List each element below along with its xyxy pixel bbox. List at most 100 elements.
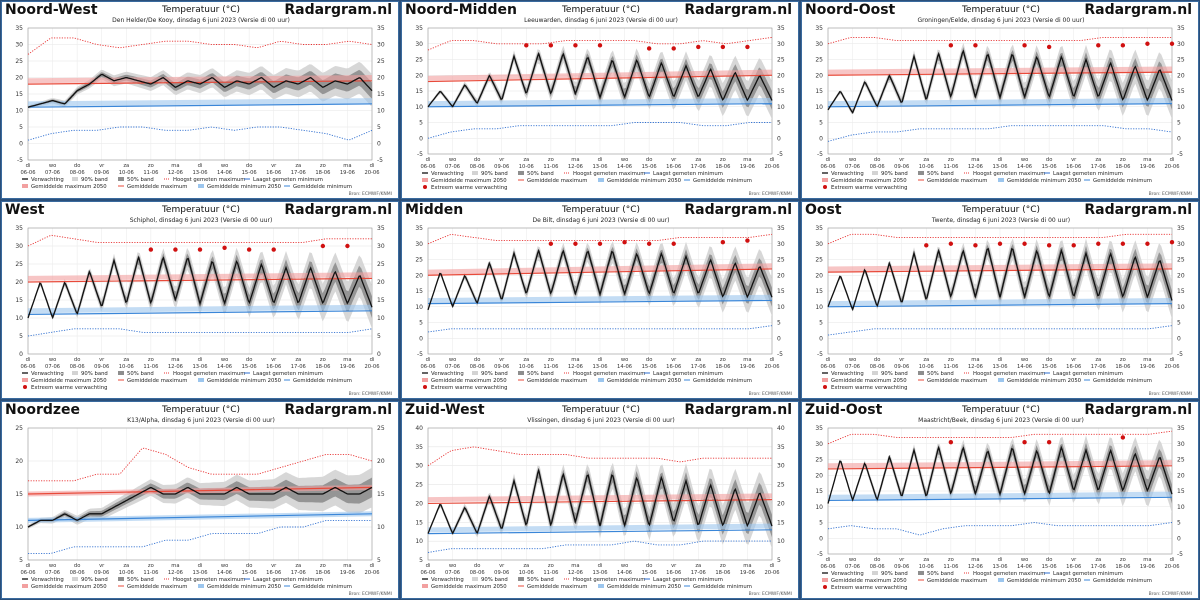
x-tick-date: 10-06 — [919, 164, 934, 170]
extreme-point — [548, 241, 554, 246]
forecast-line — [27, 486, 373, 528]
extreme-point — [1120, 241, 1126, 246]
x-tick-date: 16-06 — [666, 364, 681, 370]
plot-frame — [427, 427, 773, 561]
x-tick-day: do — [474, 157, 480, 163]
legend-label: 50% band — [127, 577, 154, 583]
y-tick-label-right: 15 — [777, 88, 785, 95]
legend-label: 90% band — [881, 571, 908, 577]
legend-swatch — [598, 178, 604, 182]
chart-title: Temperatuur (°C) — [961, 205, 1041, 215]
x-tick-date: 15-06 — [1042, 364, 1057, 370]
brand-logo-text: Radargram.nl — [1084, 202, 1192, 218]
extreme-point — [696, 44, 701, 50]
extreme-point — [345, 243, 350, 249]
y-tick-label-right: 10 — [1177, 104, 1185, 111]
x-tick-day: wo — [1021, 157, 1028, 163]
y-tick-label-left: 5 — [419, 120, 423, 127]
region-title: Noord-Oost — [805, 2, 896, 18]
extreme-point — [1145, 41, 1150, 46]
x-tick-date: 13-06 — [592, 570, 607, 576]
x-tick-date: 18-06 — [1115, 164, 1130, 170]
extreme-point — [671, 46, 676, 51]
legend-swatch — [918, 571, 924, 575]
x-tick-date: 09-06 — [894, 564, 909, 570]
legend-swatch — [918, 171, 924, 175]
x-tick-day: za — [1095, 357, 1101, 363]
y-tick-label-left: 35 — [415, 225, 423, 232]
x-tick-day: di — [1170, 557, 1175, 563]
x-tick-day: zo — [148, 163, 154, 169]
y-tick-label-left: 35 — [15, 225, 23, 232]
x-tick-date: 08-06 — [870, 364, 885, 370]
y-tick-label-right: 35 — [777, 444, 785, 451]
x-tick-date: 09-06 — [94, 170, 109, 176]
x-tick-day: ma — [971, 157, 979, 163]
y-tick-label-left: 5 — [19, 557, 23, 564]
chart-panel: -5 -5 0 0 5 5 10 10 15 15 20 20 25 25 30 30 35 35 di 06-06 w… — [1, 1, 399, 199]
x-tick-date: 19-06 — [1140, 364, 1155, 370]
legend-label: 90% band — [81, 577, 108, 583]
x-tick-date: 14-06 — [617, 570, 632, 576]
x-tick-date: 10-06 — [919, 564, 934, 570]
x-tick-date: 10-06 — [119, 364, 134, 370]
y-tick-label-left: 15 — [815, 88, 823, 95]
x-tick-day: ma — [171, 163, 179, 169]
x-tick-date: 12-06 — [568, 164, 583, 170]
extreme-point — [1022, 43, 1027, 48]
legend-label: Gemiddelde minimum 2050 — [1007, 578, 1082, 584]
y-tick-label-right: 25 — [1177, 457, 1185, 464]
x-tick-date: 11-06 — [543, 364, 558, 370]
extreme-point — [1120, 43, 1126, 48]
x-tick-date: 20-06 — [364, 364, 379, 370]
x-tick-day: di — [1170, 157, 1175, 163]
forecast-line — [827, 247, 1173, 312]
record-min-line — [28, 519, 372, 554]
band-50 — [428, 246, 772, 311]
legend-label: Verwachting — [31, 177, 64, 183]
x-tick-date: 14-06 — [217, 364, 232, 370]
legend-swatch — [118, 371, 124, 375]
station-subtitle: Maastricht/Beek, dinsdag 6 juni 2023 (Ve… — [918, 417, 1084, 424]
legend-label: 50% band — [127, 177, 154, 183]
x-tick-date: 18-06 — [1115, 364, 1130, 370]
x-tick-date: 20-06 — [364, 170, 379, 176]
y-tick-label-left: 5 — [819, 320, 823, 327]
extreme-point — [622, 239, 627, 245]
x-tick-day: wo — [1021, 357, 1028, 363]
legend-label: Gemiddelde minimum 2050 — [207, 584, 282, 590]
x-tick-date: 12-06 — [168, 170, 183, 176]
legend-label: Hoogst gemeten maximum — [173, 577, 245, 583]
mean-max-2050-band — [827, 460, 1173, 469]
x-tick-day: zo — [320, 563, 326, 569]
y-tick-label-right: 0 — [377, 351, 381, 358]
x-tick-date: 17-06 — [1091, 164, 1106, 170]
region-title: Zuid-West — [405, 402, 485, 418]
y-tick-label-left: 30 — [815, 41, 823, 48]
x-tick-date: 13-06 — [592, 164, 607, 170]
record-min-line — [427, 540, 772, 553]
x-tick-date: 07-06 — [445, 570, 460, 576]
y-tick-label-left: 35 — [15, 25, 23, 32]
y-tick-label-right: -5 — [1177, 351, 1183, 358]
y-tick-label-left: -5 — [817, 351, 823, 358]
legend-label: 50% band — [927, 571, 954, 577]
y-tick-label-left: 10 — [415, 104, 423, 111]
x-tick-day: do — [1046, 157, 1052, 163]
station-subtitle: De Bilt, dinsdag 6 juni 2023 (Versie di … — [532, 217, 670, 224]
y-tick-label-right: 20 — [1177, 272, 1185, 279]
y-tick-label-left: 25 — [415, 482, 423, 489]
x-tick-date: 13-06 — [192, 364, 207, 370]
legend-label: Gemiddelde maximum 2050 — [431, 178, 507, 184]
y-tick-label-right: 10 — [1177, 504, 1185, 511]
x-tick-date: 11-06 — [943, 164, 958, 170]
extreme-point — [524, 43, 529, 48]
x-tick-day: vr — [99, 563, 105, 569]
extreme-point — [148, 247, 154, 252]
y-tick-label-right: 0 — [777, 135, 781, 142]
x-tick-day: do — [646, 357, 652, 363]
legend-label: Verwachting — [431, 171, 464, 177]
x-tick-day: do — [646, 157, 652, 163]
legend-label: Gemiddelde minimum 2050 — [1007, 378, 1082, 384]
x-tick-date: 13-06 — [192, 170, 207, 176]
